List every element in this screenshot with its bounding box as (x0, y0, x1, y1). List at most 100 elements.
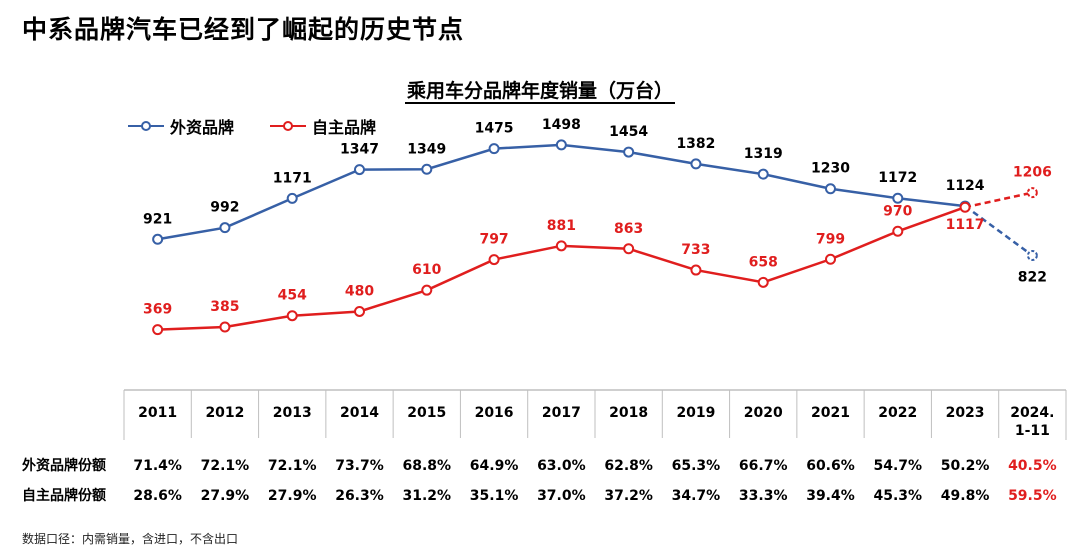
table-cell: 72.1% (268, 458, 317, 474)
data-point (152, 233, 164, 245)
data-label: 992 (210, 200, 239, 216)
x-tick-label: 2012 (205, 405, 244, 421)
x-tick-label: 2014 (340, 405, 379, 421)
data-label: 863 (614, 221, 643, 237)
x-tick-label: 2013 (273, 405, 312, 421)
table-cell: 35.1% (470, 488, 519, 504)
x-tick-label: 2015 (407, 405, 446, 421)
x-tick-label: 2011 (138, 405, 177, 421)
series-dashed-segment-1 (964, 191, 1033, 209)
data-point (959, 201, 971, 213)
legend-item-domestic: 自主品牌 (270, 114, 376, 138)
data-label: 822 (1018, 269, 1047, 285)
data-label: 480 (345, 283, 374, 299)
data-point (825, 183, 836, 195)
table-cell: 31.2% (402, 488, 451, 504)
data-label: 1171 (273, 170, 312, 186)
data-point (488, 254, 500, 266)
series-dashed-segment-0 (964, 205, 1034, 257)
x-tick-label: 2024. 1-11 (1010, 405, 1054, 439)
data-label: 733 (681, 242, 710, 258)
table-cell: 26.3% (335, 488, 384, 504)
data-label: 797 (479, 232, 508, 248)
data-label: 1349 (407, 141, 446, 157)
data-label: 1475 (475, 121, 514, 137)
data-point (219, 321, 231, 333)
legend-domestic-label: 自主品牌 (312, 118, 377, 137)
data-point (555, 240, 567, 252)
x-tick-label: 2022 (878, 405, 917, 421)
x-tick-label: 2020 (744, 405, 783, 421)
legend-item-foreign: 外资品牌 (128, 114, 234, 138)
data-point (623, 243, 635, 255)
data-label: 1319 (744, 146, 783, 162)
chart-title: 乘用车分品牌年度销量（万台） (404, 80, 675, 104)
table-cell: 39.4% (806, 488, 855, 504)
data-point (286, 192, 298, 204)
table-cell: 40.5% (1008, 458, 1057, 474)
table-cell: 37.0% (537, 488, 586, 504)
data-label: 1347 (340, 142, 379, 158)
data-label: 1498 (542, 117, 581, 133)
data-point (690, 158, 702, 170)
table-row-label: 外资品牌份额 (22, 457, 106, 474)
table-cell: 64.9% (470, 458, 519, 474)
data-point (690, 264, 702, 276)
x-tick-label: 2018 (609, 405, 648, 421)
table-row-label: 自主品牌份额 (22, 487, 106, 504)
data-label: 1124 (946, 178, 985, 194)
data-label: 921 (143, 211, 172, 227)
data-label: 970 (883, 203, 912, 219)
data-point (354, 305, 365, 317)
data-label: 1454 (609, 124, 648, 140)
table-cell: 45.3% (873, 488, 922, 504)
data-label: 454 (278, 288, 307, 304)
legend-domestic-marker-icon (270, 121, 307, 131)
legend-foreign-marker-icon (128, 121, 164, 131)
table-cell: 27.9% (268, 488, 317, 504)
legend-foreign-label: 外资品牌 (170, 118, 235, 137)
footnote: 数据口径：内需销量，含进口，不含出口 (22, 532, 239, 546)
x-tick-label: 2021 (811, 405, 850, 421)
data-point (1026, 187, 1038, 199)
table-cell: 54.7% (873, 458, 922, 474)
table-cell: 63.0% (537, 458, 586, 474)
table-cell: 50.2% (941, 458, 990, 474)
legend: 外资品牌 自主品牌 (128, 114, 376, 138)
data-point (488, 143, 500, 155)
table-cell: 33.3% (739, 488, 788, 504)
table-cell: 71.4% (133, 458, 182, 474)
data-label: 369 (143, 302, 172, 318)
x-tick-label: 2023 (946, 405, 985, 421)
data-label: 610 (412, 262, 441, 278)
data-point (892, 225, 904, 237)
data-label: 385 (210, 299, 239, 315)
data-point (757, 276, 769, 288)
data-point (623, 146, 635, 158)
data-point (152, 324, 164, 336)
table-cell: 68.8% (402, 458, 451, 474)
x-tick-label: 2017 (542, 405, 581, 421)
data-label: 1230 (811, 161, 850, 177)
table-cell: 65.3% (672, 458, 721, 474)
data-point (757, 168, 769, 180)
data-point (1026, 249, 1038, 261)
table-cell: 72.1% (201, 458, 250, 474)
data-label: 658 (749, 254, 778, 270)
data-label: 1172 (878, 170, 917, 186)
table-cell: 62.8% (604, 458, 653, 474)
data-point (354, 164, 365, 176)
data-point (219, 222, 231, 234)
data-label: 1117 (946, 217, 985, 233)
table-cell: 37.2% (604, 488, 653, 504)
data-label: 1206 (1013, 165, 1052, 181)
data-point (825, 253, 836, 265)
data-point (892, 192, 904, 204)
table-cell: 66.7% (739, 458, 788, 474)
data-point (555, 139, 567, 151)
table-cell: 49.8% (941, 488, 990, 504)
page-title: 中系品牌汽车已经到了崛起的历史节点 (22, 15, 465, 44)
x-tick-label: 2019 (676, 405, 715, 421)
data-label: 881 (547, 218, 576, 234)
